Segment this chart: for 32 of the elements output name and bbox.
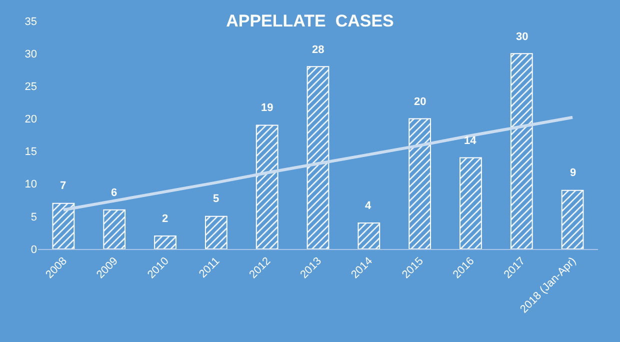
- data-label: 2: [162, 213, 168, 225]
- bar: [103, 209, 126, 249]
- y-tick-label: 5: [30, 211, 37, 224]
- bar: [204, 216, 228, 249]
- y-tick-label: 0: [30, 244, 37, 256]
- data-label: 5: [213, 193, 220, 205]
- bar: [52, 202, 75, 249]
- data-label: 30: [516, 31, 528, 43]
- y-tick-label: 15: [24, 146, 37, 158]
- data-label: 20: [414, 96, 426, 108]
- bar: [561, 190, 584, 249]
- data-label: 28: [312, 44, 324, 56]
- bar: [358, 222, 380, 249]
- data-label: 4: [365, 200, 372, 212]
- bar: [154, 235, 176, 249]
- data-label: 9: [570, 167, 576, 179]
- bar: [256, 124, 278, 249]
- bar: [306, 66, 330, 249]
- chart-title: APPELLATE CASES: [226, 11, 394, 30]
- y-tick-label: 10: [24, 178, 37, 191]
- y-tick-label: 30: [24, 48, 37, 60]
- data-label: 7: [60, 180, 66, 192]
- data-label: 14: [464, 135, 478, 147]
- data-label: 19: [261, 102, 274, 114]
- bar: [408, 118, 432, 249]
- bar: [460, 157, 482, 249]
- line-series: [62, 116, 574, 212]
- data-label: 6: [111, 187, 118, 199]
- y-tick-label: 35: [24, 16, 37, 28]
- y-tick-label: 25: [24, 80, 37, 93]
- y-tick-label: 20: [24, 114, 37, 126]
- bar: [510, 53, 533, 249]
